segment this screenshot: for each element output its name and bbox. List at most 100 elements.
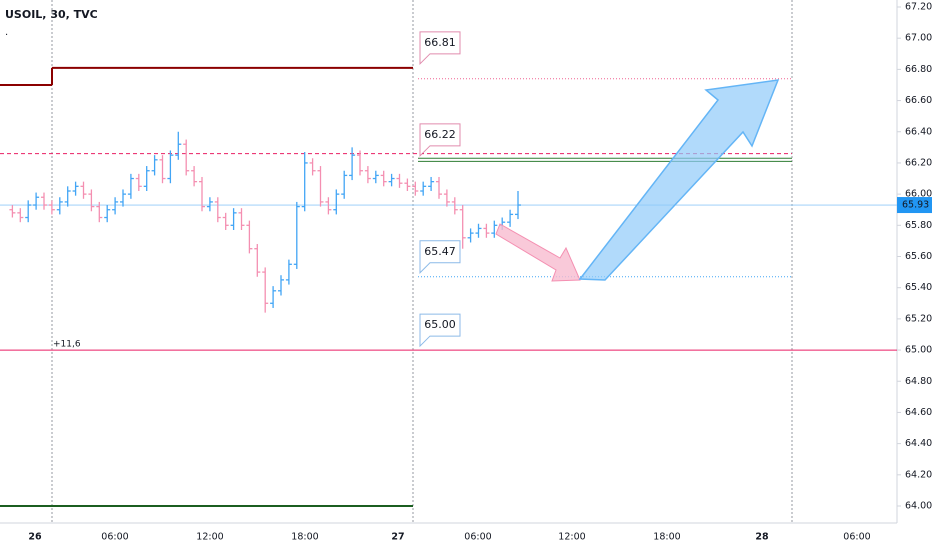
y-tick-label: 67.20 bbox=[905, 2, 932, 13]
ohlc-bar bbox=[199, 176, 205, 212]
ohlc-bar bbox=[396, 173, 403, 188]
ohlc-bar bbox=[443, 189, 450, 207]
ohlc-bar bbox=[428, 176, 435, 192]
ohlc-bar bbox=[206, 197, 213, 212]
y-tick-label: 64.00 bbox=[905, 501, 932, 512]
ohlc-bar bbox=[333, 189, 340, 215]
x-tick-label: 26 bbox=[28, 532, 42, 543]
ohlc-bar bbox=[412, 181, 419, 196]
ohlc-bar bbox=[183, 139, 190, 176]
y-tick-label: 64.20 bbox=[905, 469, 932, 480]
ohlc-bar bbox=[262, 267, 269, 313]
ohlc-bar bbox=[483, 223, 490, 238]
x-tick-label: 18:00 bbox=[653, 532, 680, 543]
ohlc-bar bbox=[317, 166, 324, 207]
ohlc-bar bbox=[404, 178, 411, 192]
y-tick-label: 64.80 bbox=[905, 376, 932, 387]
ohlc-bar bbox=[372, 170, 379, 184]
ohlc-bar bbox=[9, 205, 16, 218]
y-tick-label: 66.80 bbox=[905, 64, 932, 75]
ohlc-bar bbox=[515, 191, 521, 220]
y-tick-label: 64.60 bbox=[905, 407, 932, 418]
callout-box bbox=[419, 123, 461, 158]
bar-change-label: +11,6 bbox=[53, 340, 81, 350]
ohlc-bar bbox=[357, 150, 363, 176]
ohlc-bar bbox=[64, 186, 71, 207]
ohlc-bar bbox=[135, 173, 142, 192]
callout-box bbox=[419, 313, 461, 348]
ohlc-bar bbox=[143, 166, 150, 192]
y-tick-label: 66.40 bbox=[905, 126, 932, 137]
ohlc-bar bbox=[341, 170, 348, 199]
pink-arrow bbox=[495, 223, 581, 282]
ohlc-bar bbox=[388, 173, 395, 187]
ohlc-bar bbox=[349, 147, 356, 181]
ohlc-bar bbox=[112, 197, 119, 215]
y-tick-label: 65.00 bbox=[905, 345, 932, 356]
ohlc-bar bbox=[507, 209, 514, 227]
ohlc-bar bbox=[33, 192, 40, 210]
ohlc-bar bbox=[159, 155, 166, 184]
ohlc-bar bbox=[467, 228, 474, 243]
ohlc-bar bbox=[491, 220, 498, 238]
last-price-tag bbox=[897, 197, 932, 214]
callout-box bbox=[419, 240, 461, 274]
ohlc-bar bbox=[151, 155, 158, 176]
y-tick-label: 64.40 bbox=[905, 438, 932, 449]
ohlc-bar bbox=[80, 181, 87, 199]
ohlc-bar bbox=[309, 158, 316, 176]
chart-title: USOIL, 30, TVC bbox=[5, 8, 98, 21]
ohlc-bar bbox=[285, 259, 292, 285]
ohlc-bar bbox=[325, 197, 332, 215]
y-tick-label: 65.80 bbox=[905, 220, 932, 231]
ohlc-bar bbox=[120, 189, 126, 207]
ohlc-bar bbox=[41, 192, 47, 210]
ohlc-bar bbox=[246, 220, 253, 254]
ohlc-bar bbox=[127, 173, 134, 199]
ohlc-bar bbox=[420, 181, 427, 196]
dot: . bbox=[5, 27, 8, 38]
ohlc-bar bbox=[72, 181, 79, 196]
ohlc-bar bbox=[96, 201, 103, 223]
ohlc-bar bbox=[191, 166, 198, 187]
y-tick-label: 66.20 bbox=[905, 157, 932, 168]
last-price-label: 65.93 bbox=[902, 200, 929, 211]
x-tick-label: 28 bbox=[755, 532, 769, 543]
x-tick-label: 06:00 bbox=[464, 532, 491, 543]
ohlc-bar bbox=[214, 197, 221, 223]
ohlc-bar bbox=[293, 201, 300, 269]
y-tick-label: 66.00 bbox=[905, 189, 932, 200]
callout-label: 65.00 bbox=[424, 318, 456, 331]
callout-label: 65.47 bbox=[424, 245, 456, 258]
ohlc-bar bbox=[167, 150, 174, 184]
ohlc-bar bbox=[56, 197, 63, 215]
ohlc-bar bbox=[436, 176, 442, 199]
x-tick-label: 18:00 bbox=[291, 532, 318, 543]
ohlc-bar bbox=[301, 152, 308, 212]
ohlc-bar bbox=[175, 131, 182, 160]
ohlc-bar bbox=[475, 223, 482, 238]
x-tick-label: 12:00 bbox=[558, 532, 585, 543]
y-tick-label: 67.00 bbox=[905, 33, 932, 44]
ohlc-bar bbox=[25, 200, 32, 223]
ohlc-bar bbox=[270, 286, 277, 308]
callout-box bbox=[419, 31, 461, 66]
callout-label: 66.22 bbox=[424, 128, 456, 141]
ohlc-bar bbox=[88, 189, 95, 212]
callout-label: 66.81 bbox=[424, 36, 456, 49]
ohlc-bar bbox=[364, 166, 371, 184]
ohlc-bar bbox=[104, 205, 111, 223]
ohlc-bar bbox=[278, 275, 284, 296]
ohlc-bar bbox=[17, 208, 24, 223]
blue-arrow bbox=[578, 79, 780, 281]
ohlc-bar bbox=[222, 212, 229, 230]
x-tick-label: 06:00 bbox=[843, 532, 870, 543]
ohlc-bar bbox=[238, 208, 245, 230]
x-tick-label: 06:00 bbox=[101, 532, 128, 543]
ohlc-bar bbox=[230, 208, 237, 230]
y-tick-label: 65.20 bbox=[905, 313, 932, 324]
ohlc-bar bbox=[451, 197, 458, 215]
y-tick-label: 66.60 bbox=[905, 95, 932, 106]
